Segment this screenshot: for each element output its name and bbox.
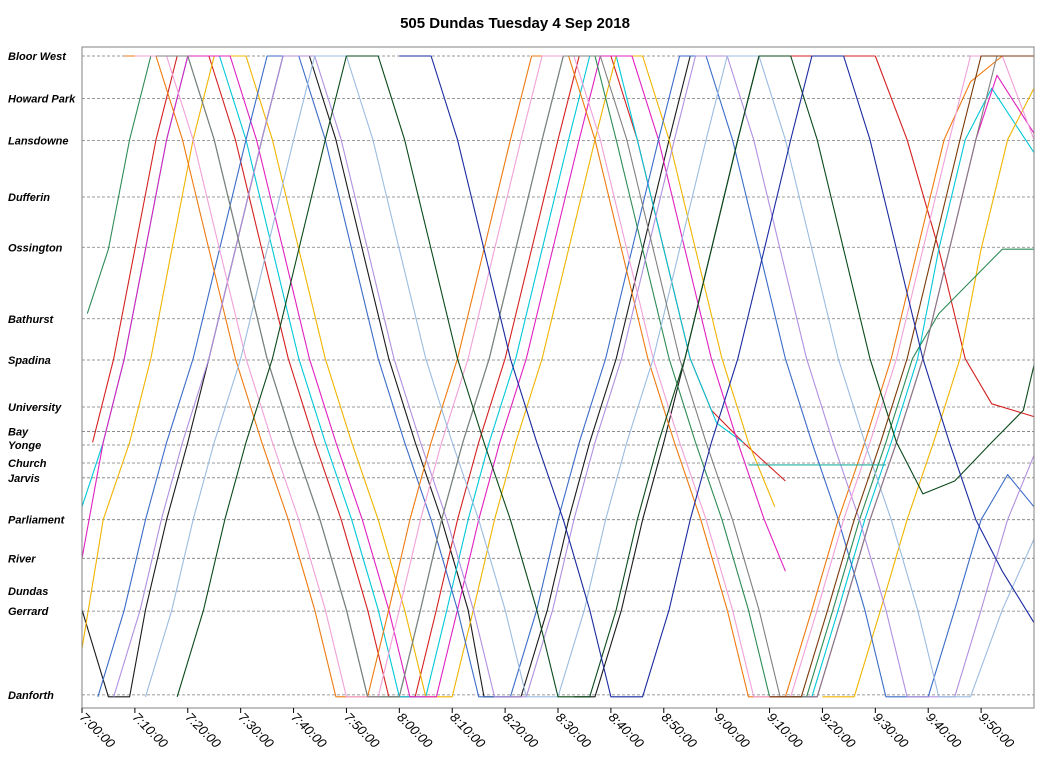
- station-label: Bay: [8, 426, 29, 438]
- x-tick-label: 7:10:00: [130, 710, 172, 752]
- x-tick-label: 7:40:00: [288, 710, 330, 752]
- station-label: Bloor West: [8, 51, 67, 63]
- vehicle-trace-10: [785, 74, 1035, 698]
- vehicle-trace-20: [399, 55, 1035, 698]
- x-tick-label: 7:30:00: [236, 710, 278, 752]
- station-label: Church: [8, 458, 47, 470]
- vehicle-trace-1: [81, 55, 707, 698]
- station-label: Howard Park: [8, 94, 76, 106]
- station-label: Jarvis: [8, 473, 40, 485]
- x-tick-label: 8:00:00: [394, 710, 436, 752]
- station-label: Yonge: [8, 440, 41, 452]
- vehicle-trace-13: [124, 55, 1003, 698]
- x-tick-label: 8:40:00: [606, 710, 648, 752]
- series-layer: [81, 55, 1035, 698]
- x-tick-label: 8:20:00: [500, 710, 542, 752]
- x-tick-label: 8:10:00: [447, 710, 489, 752]
- station-label: University: [8, 402, 62, 414]
- vehicle-trace-5: [81, 55, 744, 698]
- x-tick-label: 9:30:00: [870, 710, 912, 752]
- x-axis: 7:00:00 7:10:00 7:20:00 7:30:00 7:40:00 7:50:…: [77, 708, 1018, 751]
- station-label: Bathurst: [8, 314, 55, 326]
- vehicle-trace-15: [134, 55, 1035, 698]
- x-tick-label: 9:40:00: [923, 710, 965, 752]
- station-label: Gerrard: [8, 606, 49, 618]
- chart-title: 505 Dundas Tuesday 4 Sep 2018: [400, 15, 630, 32]
- vehicle-trace-18: [176, 55, 1035, 698]
- station-label: Parliament: [8, 515, 66, 527]
- station-label: Danforth: [8, 690, 54, 702]
- station-labels: Bloor West Howard Park Lansdowne Dufferin Os…: [8, 51, 76, 702]
- x-tick-label: 7:50:00: [341, 710, 383, 752]
- vehicle-trace-16: [144, 55, 1035, 698]
- vehicle-trace-8: [822, 87, 1035, 698]
- plot-frame: [81, 46, 1035, 709]
- x-tick-label: 7:00:00: [77, 710, 119, 752]
- x-tick-label: 9:50:00: [976, 710, 1018, 752]
- station-label: Dundas: [8, 586, 48, 598]
- vehicle-trace-6: [780, 87, 1035, 698]
- x-tick-label: 9:20:00: [817, 710, 859, 752]
- vehicle-trace-4: [759, 55, 1035, 418]
- vehicle-trace-14: [113, 55, 1035, 698]
- vehicle-trace-12: [86, 55, 1034, 698]
- station-label: Ossington: [8, 242, 63, 254]
- x-tick-label: 9:10:00: [764, 710, 806, 752]
- x-tick-label: 8:30:00: [553, 710, 595, 752]
- x-tick-label: 7:20:00: [183, 710, 225, 752]
- station-label: Dufferin: [8, 192, 50, 204]
- vehicle-trace-17: [156, 55, 1034, 698]
- x-tick-label: 9:00:00: [712, 710, 754, 752]
- station-label: Lansdowne: [8, 135, 69, 147]
- vehicle-trace-11: [97, 55, 1035, 698]
- station-label: Spadina: [8, 355, 51, 367]
- vehicle-trace-19: [769, 55, 1034, 698]
- vehicle-trace-9: [81, 55, 786, 698]
- x-tick-label: 8:50:00: [659, 710, 701, 752]
- station-label: River: [8, 553, 36, 565]
